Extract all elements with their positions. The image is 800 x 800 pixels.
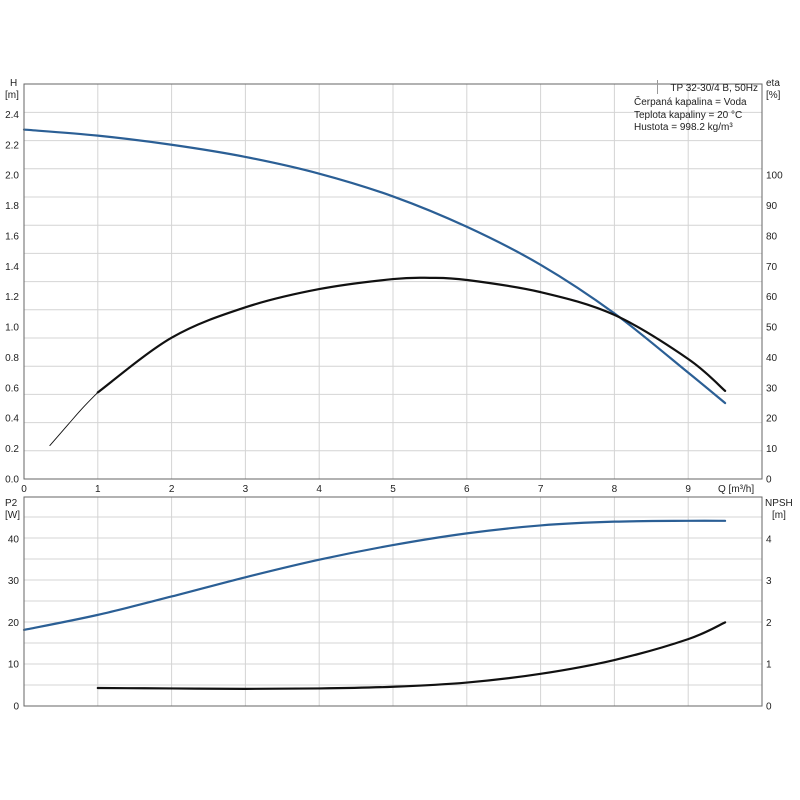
- info-separator: [657, 80, 658, 94]
- x-tick-label: 2: [169, 484, 175, 495]
- y-tick-label-left: 0.8: [5, 353, 19, 364]
- y-tick-label-left: 30: [8, 576, 20, 587]
- x-axis-label: Q [m³/h]: [718, 484, 754, 495]
- y-axis-label-left: H: [10, 78, 17, 89]
- y-axis-unit-left: [m]: [5, 90, 19, 101]
- y-axis-unit-right: [m]: [772, 510, 786, 521]
- x-tick-label: 8: [612, 484, 618, 495]
- y-tick-label-right: 4: [766, 534, 772, 545]
- y-tick-label-left: 1.6: [5, 231, 19, 242]
- y-tick-label-right: 20: [766, 414, 778, 425]
- y-tick-label-right: 10: [766, 444, 778, 455]
- density-line: Hustota = 998.2 kg/m³: [634, 122, 733, 133]
- y-tick-label-left: 2.2: [5, 140, 19, 151]
- x-tick-label: 7: [538, 484, 544, 495]
- y-tick-label-left: 2.0: [5, 171, 19, 182]
- pump-model-title: TP 32-30/4 B, 50Hz: [670, 83, 758, 94]
- series-line-eta-extension: [49, 391, 99, 447]
- y-axis-unit-right: [%]: [766, 90, 781, 101]
- y-tick-label-right: 0: [766, 475, 772, 486]
- x-tick-label: 5: [390, 484, 396, 495]
- y-tick-label-right: 40: [766, 353, 778, 364]
- frame-layer: [23, 83, 763, 707]
- x-tick-label: 0: [21, 484, 27, 495]
- temperature-line: Teplota kapaliny = 20 °C: [634, 109, 743, 121]
- x-tick-label: 9: [685, 484, 691, 495]
- y-tick-label-right: 60: [766, 292, 778, 303]
- series-line-h: [22, 128, 727, 405]
- series-line-p2: [22, 519, 727, 632]
- tick-label-layer: 0.0 0.2 0.4 0.6 0.8 1.0 1.2 1.4 1.6 1.8 2.0 2.2 2.4 0…: [5, 78, 793, 713]
- y-tick-label-right: 70: [766, 262, 778, 273]
- x-tick-label: 4: [316, 484, 322, 495]
- y-tick-label-right: 50: [766, 323, 778, 334]
- y-tick-label-right: 80: [766, 231, 778, 242]
- y-axis-label-right: eta: [766, 78, 780, 89]
- y-tick-label-left: 0: [13, 702, 19, 713]
- y-tick-label-left: 1.8: [5, 201, 19, 212]
- y-tick-label-right: 2: [766, 618, 772, 629]
- y-tick-label-left: 1.4: [5, 262, 19, 273]
- y-tick-label-right: 1: [766, 660, 772, 671]
- y-tick-label-left: 0.4: [5, 414, 19, 425]
- y-tick-label-left: 1.0: [5, 323, 19, 334]
- series-line-eta: [96, 276, 727, 394]
- x-tick-label: 3: [243, 484, 249, 495]
- y-tick-label-right: 100: [766, 171, 783, 182]
- y-axis-unit-left: [W]: [5, 510, 20, 521]
- y-tick-label-right: 0: [766, 702, 772, 713]
- y-tick-label-right: 3: [766, 576, 772, 587]
- series-layer: [22, 128, 727, 690]
- y-tick-label-right: 90: [766, 201, 778, 212]
- y-tick-label-left: 1.2: [5, 292, 19, 303]
- y-axis-label-right: NPSH: [765, 498, 793, 509]
- plot-frame: [23, 496, 763, 707]
- y-tick-label-left: 0.2: [5, 444, 19, 455]
- x-tick-label: 6: [464, 484, 470, 495]
- y-tick-label-left: 2.4: [5, 110, 19, 121]
- grid-layer: [24, 84, 762, 706]
- y-tick-label-left: 20: [8, 618, 20, 629]
- y-tick-label-left: 40: [8, 534, 20, 545]
- series-line-npsh: [96, 621, 727, 690]
- y-tick-label-left: 10: [8, 660, 20, 671]
- y-tick-label-right: 30: [766, 383, 778, 394]
- y-tick-label-left: 0.6: [5, 383, 19, 394]
- plot-frame: [23, 83, 763, 480]
- liquid-line: Čerpaná kapalina = Voda: [634, 97, 747, 108]
- y-axis-label-left: P2: [5, 498, 18, 509]
- x-tick-label: 1: [95, 484, 101, 495]
- y-tick-label-left: 0.0: [5, 475, 19, 486]
